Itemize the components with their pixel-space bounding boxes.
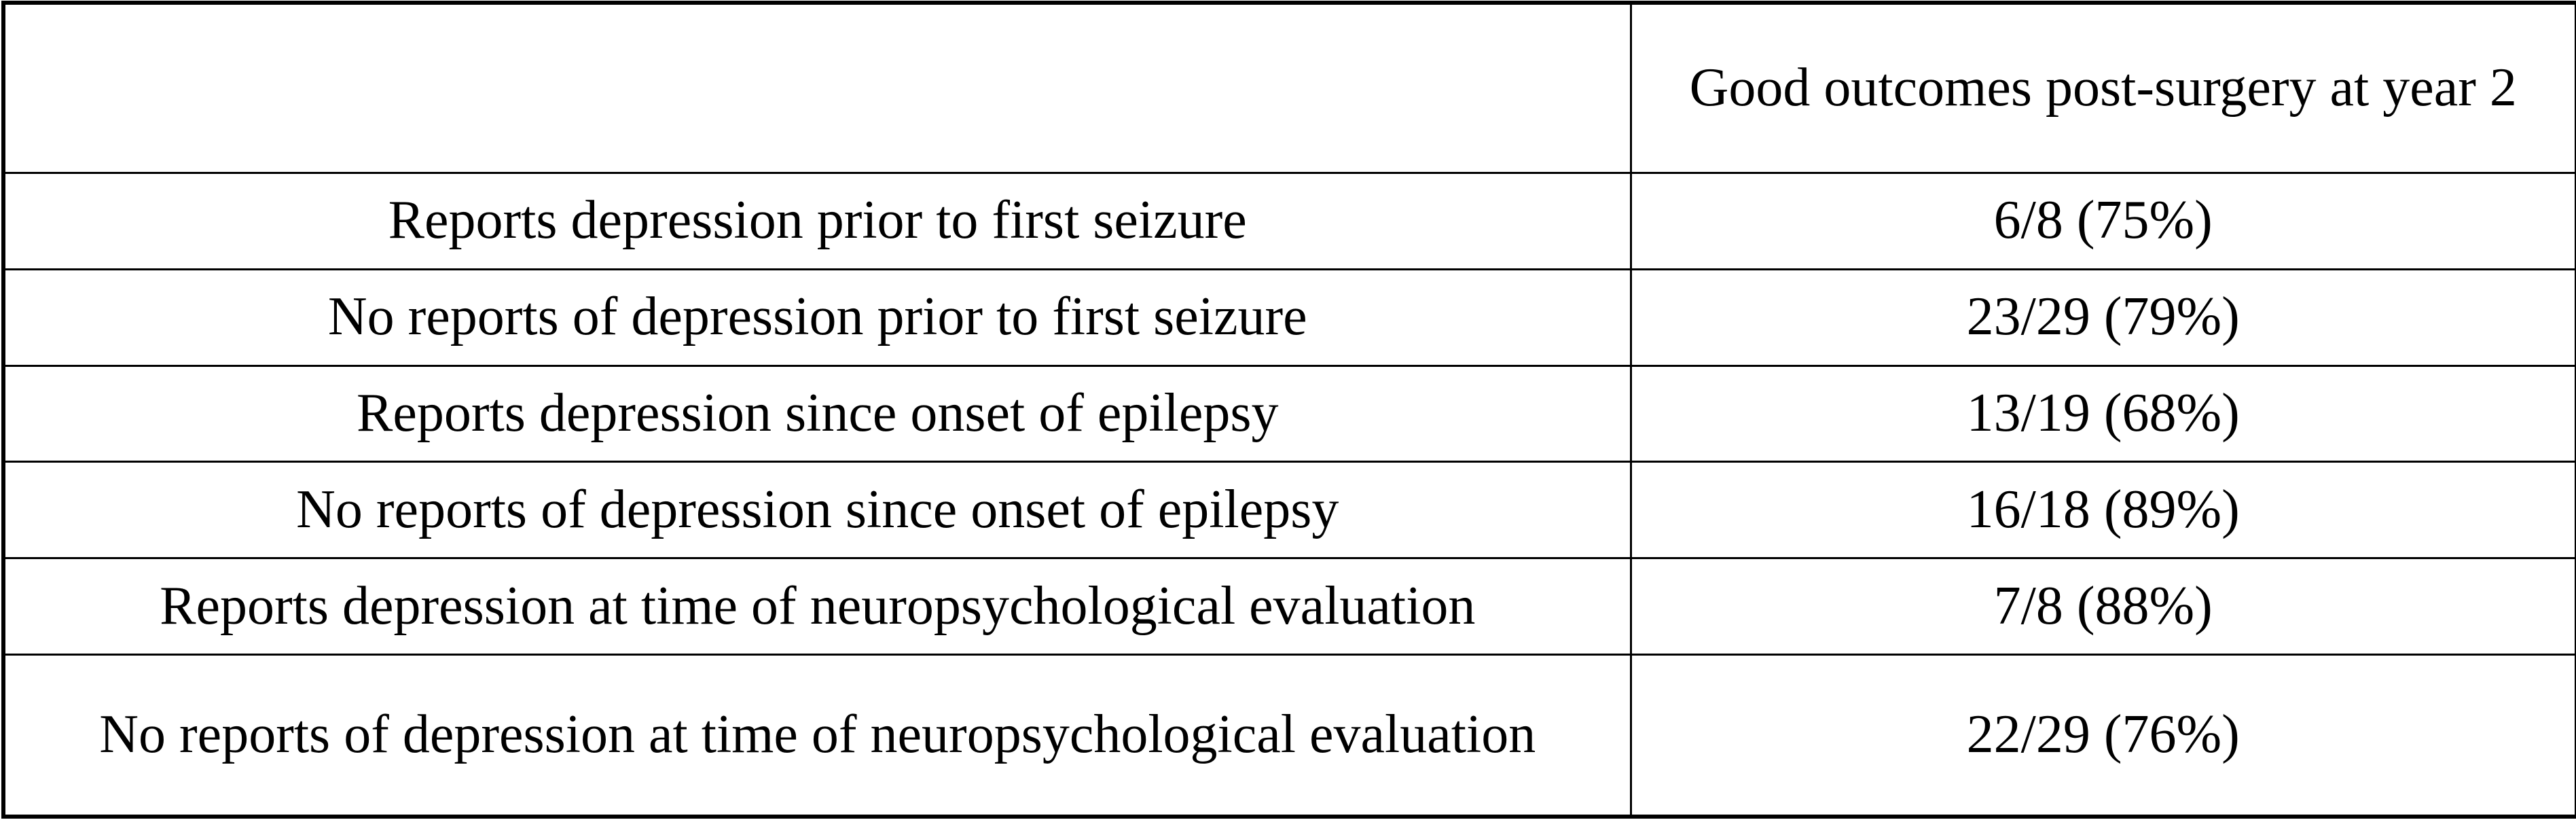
row-value: 13/19 (68%) [1629,364,2576,463]
row-value: 22/29 (76%) [1629,654,2576,818]
row-value: 7/8 (88%) [1629,557,2576,656]
table-row: No reports of depression at time of neur… [2,654,2576,818]
row-label: Reports depression since onset of epilep… [2,364,1632,463]
row-value: 23/29 (79%) [1629,268,2576,367]
row-label: Reports depression at time of neuropsych… [2,557,1632,656]
table-row: Reports depression prior to first seizur… [2,171,2576,270]
row-value: 16/18 (89%) [1629,461,2576,560]
row-label: No reports of depression since onset of … [2,461,1632,560]
table-header-row: Good outcomes post-surgery at year 2 [2,1,2576,174]
row-label: No reports of depression prior to first … [2,268,1632,367]
table-row: No reports of depression since onset of … [2,461,2576,560]
row-label: No reports of depression at time of neur… [2,654,1632,818]
row-value: 6/8 (75%) [1629,171,2576,270]
row-label: Reports depression prior to first seizur… [2,171,1632,270]
table-row: Reports depression since onset of epilep… [2,364,2576,463]
table-row: Reports depression at time of neuropsych… [2,557,2576,656]
table-row: No reports of depression prior to first … [2,268,2576,367]
header-cell-empty [2,1,1632,174]
header-cell-outcomes: Good outcomes post-surgery at year 2 [1629,1,2576,174]
